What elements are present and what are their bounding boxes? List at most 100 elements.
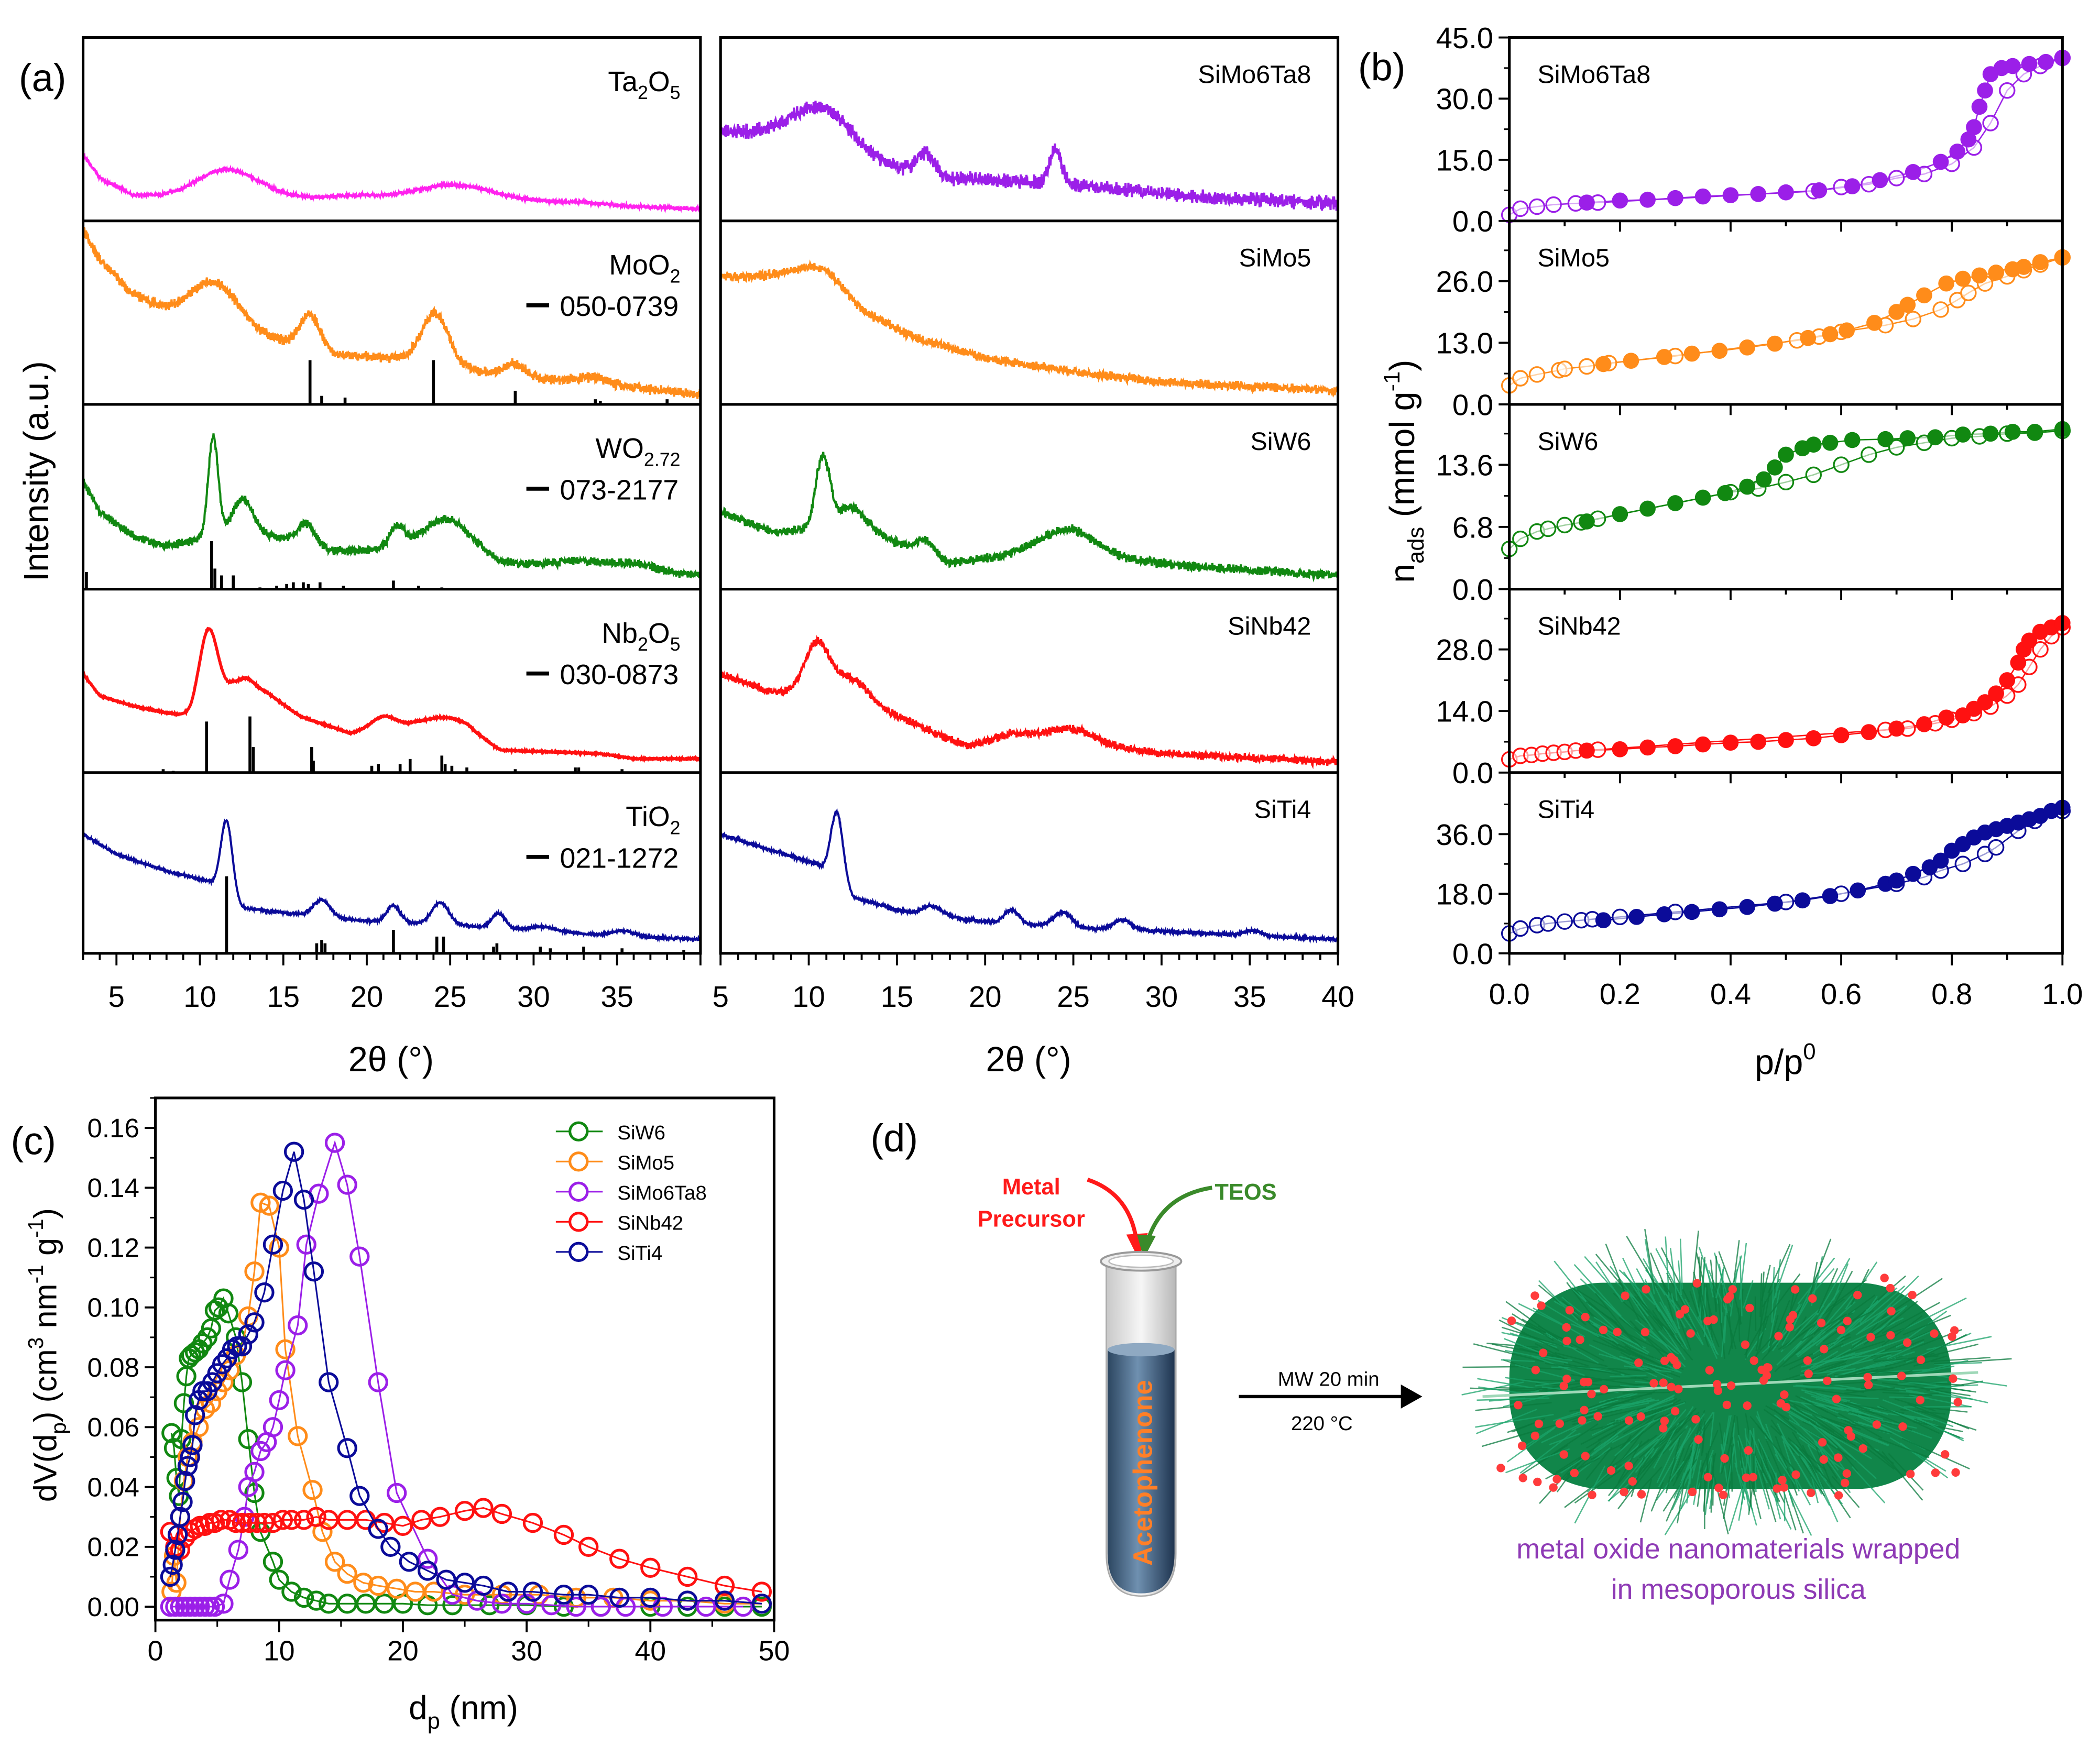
psd-line-SiMo5 [170,1201,762,1605]
reference-label-Ta2O5: Ta2O5 [608,66,680,103]
metal-oxide-particle [1562,1336,1571,1346]
silica-fiber [1811,1475,1819,1503]
silica-fiber [1749,1429,1771,1480]
silica-fiber [1653,1422,1680,1469]
silica-fiber [1767,1300,1790,1353]
x-tick-label: 0.4 [1710,978,1751,1011]
adsorption-point [2004,423,2021,440]
desorption-point [1512,370,1529,387]
desorption-point [1545,196,1562,213]
x-tick-label: 0.6 [1821,978,1862,1011]
adsorption-point [1954,426,1971,443]
xrd-frame-left [82,36,702,955]
psd-point [609,1587,630,1608]
adsorption-point [1888,872,1905,889]
psd-point [522,1582,543,1602]
psd-frame [154,1096,776,1622]
psd-point [714,1575,735,1596]
metal-oxide-particle [1599,1385,1609,1394]
adsorption-point [1977,694,1993,710]
plots-layer: Ta2O5 MoO2 050-0739 WO2.72 073-2177 Nb2O5 030-… [81,21,2083,1666]
desorption-point [1805,466,1822,484]
adsorption-point [1999,672,2016,688]
silica-fiber [1655,1307,1675,1336]
psd-point [185,1405,205,1425]
silica-fiber [1799,1437,1845,1472]
desorption-point [1905,311,1922,327]
silica-fiber [1611,1397,1652,1410]
silica-fiber [1769,1486,1792,1530]
silica-fiber [1684,1299,1719,1355]
silica-fiber [1662,1428,1687,1454]
psd-point [293,1587,314,1608]
silica-fiber [1642,1258,1666,1296]
legend-marker-SiW6 [568,1121,589,1141]
metal-oxide-particle [1587,1389,1596,1399]
metal-oxide-particle [1846,1432,1855,1441]
metal-oxide-particle [1930,1329,1939,1338]
silica-fiber [1590,1435,1619,1457]
silica-fiber [1519,1429,1577,1474]
silica-fiber [1504,1377,1549,1385]
adsorption-point [1822,326,1839,343]
metal-oxide-particle [1660,1416,1669,1425]
silica-fiber [1934,1361,1982,1366]
panel-label-d: (d) [870,1116,918,1160]
adsorption-point [1639,191,1656,208]
psd-point [553,1524,574,1545]
silica-fiber [1817,1268,1839,1313]
silica-fiber [1615,1438,1650,1466]
silica-fiber [1691,1448,1701,1479]
psd-point [162,1554,183,1575]
silica-fiber [1800,1352,1856,1372]
silica-fiber [1705,1284,1714,1344]
metal-oxide-particle [1559,1450,1568,1459]
y-tick-label: 0.10 [87,1293,139,1323]
adsorption-point [1667,495,1683,511]
silica-fiber [1834,1358,1896,1378]
metal-oxide-particle [1713,1386,1723,1396]
silica-fiber [1477,1378,1543,1390]
metal-oxide-particle [1866,1333,1875,1342]
silica-fiber [1879,1405,1940,1434]
silica-fiber [1709,1412,1715,1446]
psd-point [288,1426,308,1446]
legend-marker-SiTi4 [568,1242,589,1262]
silica-fiber [1634,1295,1662,1331]
metal-oxide-particle [1660,1356,1669,1365]
psd-point [578,1536,599,1557]
silica-fiber [1736,1416,1743,1468]
psd-point [677,1590,698,1611]
silica-fiber [1895,1329,1936,1348]
adsorption-point [1739,899,1755,915]
metal-oxide-particle [1670,1407,1680,1415]
silica-fiber [1669,1248,1678,1301]
adsorption-point [1927,429,1943,446]
psd-point [213,1594,234,1614]
silica-fiber [1587,1310,1632,1350]
silica-fiber [1727,1317,1740,1355]
adsorption-point [1612,741,1628,757]
silica-fiber [1665,1236,1670,1297]
silica-fiber [1817,1422,1847,1442]
adsorption-point [1683,345,1700,362]
adsorption-point [1750,186,1767,202]
metal-oxide-particle [1853,1291,1862,1300]
silica-fiber [1656,1461,1685,1501]
desorption-point [1888,439,1905,456]
silica-fiber [1788,1400,1852,1431]
metal-oxide-particle [1705,1366,1714,1375]
silica-fiber [1757,1425,1801,1477]
silica-fiber [1833,1367,1875,1379]
silica-fiber [1693,1459,1702,1505]
silica-fiber [1569,1286,1620,1333]
synthesis-diagram: Metal Precursor TEOS Acetophenone MW 20 … [978,1174,2012,1605]
silica-fiber [1554,1260,1592,1308]
x-tick-label: 25 [1057,980,1090,1013]
xrd-curve-Ta2O5 [82,152,702,214]
psd-point [640,1557,661,1578]
adsorption-point [1938,275,1954,292]
silica-fiber [1826,1349,1885,1376]
silica-fiber [1705,1263,1714,1298]
silica-fiber [1900,1413,1934,1421]
